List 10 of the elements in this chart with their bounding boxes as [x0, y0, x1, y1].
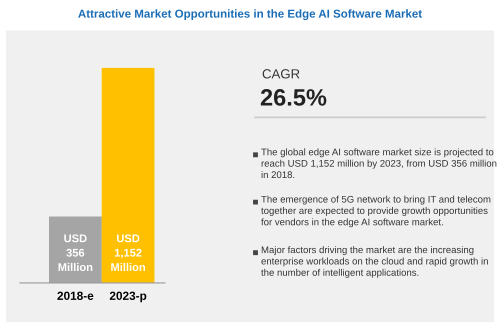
x-tick-label: 2023-p [110, 292, 146, 302]
x-tick-label: 2018-e [57, 292, 94, 300]
data-label: USD 1,152 Million [111, 234, 145, 272]
text: Attractive Market Opportunities in the Edge AI Software Market [78, 9, 422, 20]
text: The emergence of 5G network to bring IT and telecom together are expected to provide growth opportunities for vendors in the edge AI software market. [261, 196, 490, 228]
text: 26.5% [260, 89, 326, 106]
text: The global edge AI software market size is projected to reach USD 1,152 million by 2023, from USD 356 million in 2018. [261, 148, 496, 178]
data-label: USD 356 Million [58, 234, 92, 272]
text: CAGR [262, 69, 300, 79]
text: Major factors driving the market are the increasing enterprise workloads on the cloud and rapid growth in the number of intelligent applications. [261, 246, 488, 278]
